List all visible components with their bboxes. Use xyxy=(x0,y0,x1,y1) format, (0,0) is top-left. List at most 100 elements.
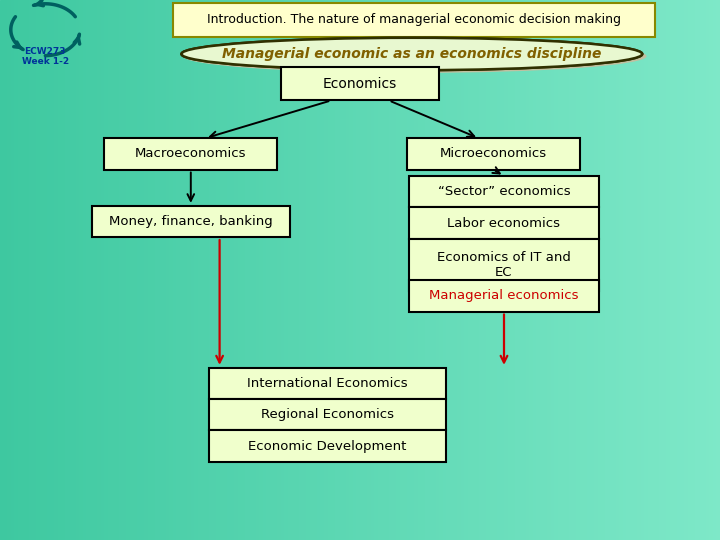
Bar xyxy=(270,0,274,540)
Bar xyxy=(22,0,25,540)
Bar xyxy=(227,0,230,540)
Bar xyxy=(256,0,259,540)
Bar xyxy=(576,0,580,540)
Bar xyxy=(648,0,652,540)
Bar xyxy=(194,0,198,540)
Text: “Sector” economics: “Sector” economics xyxy=(438,185,570,198)
Bar xyxy=(162,0,166,540)
Bar xyxy=(490,0,493,540)
Bar xyxy=(101,0,104,540)
Bar xyxy=(346,0,349,540)
Bar xyxy=(68,0,72,540)
Text: International Economics: International Economics xyxy=(247,377,408,390)
Bar xyxy=(662,0,666,540)
Bar xyxy=(378,0,382,540)
Bar xyxy=(493,0,497,540)
Bar xyxy=(598,0,601,540)
Bar xyxy=(144,0,148,540)
Bar xyxy=(209,0,212,540)
Bar xyxy=(173,0,176,540)
Bar xyxy=(526,0,529,540)
Bar xyxy=(338,0,342,540)
Bar xyxy=(151,0,155,540)
Bar xyxy=(713,0,716,540)
Bar xyxy=(400,0,403,540)
Bar xyxy=(536,0,540,540)
Bar xyxy=(691,0,695,540)
Bar xyxy=(457,0,461,540)
Text: Economic Development: Economic Development xyxy=(248,440,407,453)
Text: Regional Economics: Regional Economics xyxy=(261,408,394,421)
Bar xyxy=(140,0,144,540)
Bar xyxy=(569,0,572,540)
Bar xyxy=(40,0,43,540)
Bar xyxy=(155,0,158,540)
Bar xyxy=(306,0,310,540)
Bar xyxy=(72,0,76,540)
Bar xyxy=(4,0,7,540)
Ellipse shape xyxy=(181,38,642,70)
Ellipse shape xyxy=(181,38,642,70)
Bar xyxy=(284,0,288,540)
Bar xyxy=(551,0,554,540)
Bar xyxy=(590,0,594,540)
Bar xyxy=(540,0,544,540)
Bar xyxy=(630,0,634,540)
Bar xyxy=(518,0,522,540)
Bar xyxy=(158,0,162,540)
Bar xyxy=(403,0,407,540)
Bar xyxy=(61,0,65,540)
Bar xyxy=(677,0,680,540)
Text: Introduction. The nature of managerial economic decision making: Introduction. The nature of managerial e… xyxy=(207,14,621,26)
Bar xyxy=(475,0,479,540)
FancyBboxPatch shape xyxy=(407,138,580,170)
Bar xyxy=(198,0,202,540)
Bar xyxy=(446,0,450,540)
Bar xyxy=(83,0,86,540)
Bar xyxy=(241,0,245,540)
Bar xyxy=(673,0,677,540)
Bar xyxy=(238,0,241,540)
Bar xyxy=(612,0,616,540)
Bar xyxy=(248,0,252,540)
Bar xyxy=(407,0,410,540)
Bar xyxy=(652,0,655,540)
Bar xyxy=(36,0,40,540)
Bar xyxy=(684,0,688,540)
Bar xyxy=(587,0,590,540)
Bar xyxy=(245,0,248,540)
Bar xyxy=(302,0,306,540)
Bar xyxy=(191,0,194,540)
Bar xyxy=(688,0,691,540)
Bar xyxy=(212,0,216,540)
Bar xyxy=(464,0,468,540)
Bar xyxy=(216,0,220,540)
Bar xyxy=(47,0,50,540)
Bar xyxy=(562,0,565,540)
Bar xyxy=(320,0,324,540)
Bar xyxy=(252,0,256,540)
Bar xyxy=(436,0,439,540)
Bar xyxy=(259,0,263,540)
Bar xyxy=(533,0,536,540)
Bar xyxy=(25,0,29,540)
Bar xyxy=(65,0,68,540)
Bar xyxy=(616,0,619,540)
Bar xyxy=(580,0,583,540)
Text: Economics of IT and
EC: Economics of IT and EC xyxy=(437,251,571,279)
Bar xyxy=(86,0,90,540)
Bar xyxy=(698,0,702,540)
FancyBboxPatch shape xyxy=(408,176,599,207)
Bar xyxy=(263,0,266,540)
Text: Microeconomics: Microeconomics xyxy=(440,147,546,160)
Bar xyxy=(187,0,191,540)
Bar xyxy=(482,0,486,540)
Bar xyxy=(479,0,482,540)
Text: Labor economics: Labor economics xyxy=(448,217,560,230)
Text: Managerial economic as an economics discipline: Managerial economic as an economics disc… xyxy=(222,47,601,61)
Bar xyxy=(176,0,180,540)
Bar xyxy=(421,0,425,540)
Bar xyxy=(572,0,576,540)
Bar xyxy=(230,0,234,540)
Bar xyxy=(108,0,112,540)
